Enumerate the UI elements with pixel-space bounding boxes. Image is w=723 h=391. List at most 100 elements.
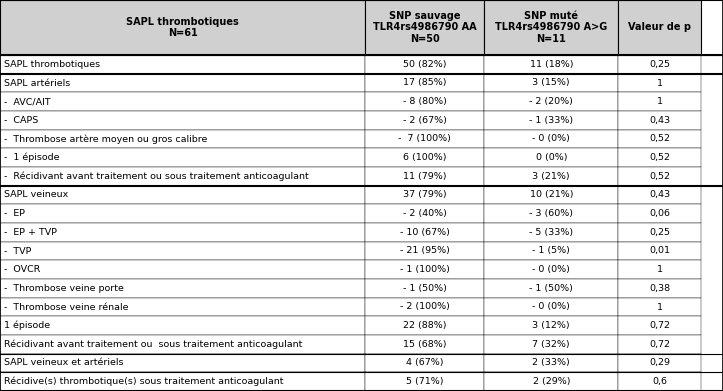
Bar — [365, 111, 484, 130]
Text: -  Thrombose artère moyen ou gros calibre: - Thrombose artère moyen ou gros calibre — [4, 134, 208, 144]
Bar — [0, 354, 365, 372]
Bar — [618, 74, 701, 92]
Bar — [618, 223, 701, 242]
Bar — [484, 335, 618, 354]
Bar — [365, 74, 484, 92]
Bar — [484, 279, 618, 298]
Text: 1: 1 — [656, 79, 663, 88]
Text: SAPL thrombotiques
N=61: SAPL thrombotiques N=61 — [127, 17, 239, 38]
Text: 0,72: 0,72 — [649, 340, 670, 349]
Text: 0,52: 0,52 — [649, 153, 670, 162]
Text: 2 (33%): 2 (33%) — [532, 359, 570, 368]
Bar — [618, 148, 701, 167]
Bar — [0, 148, 365, 167]
Text: - 2 (20%): - 2 (20%) — [529, 97, 573, 106]
Text: - 21 (95%): - 21 (95%) — [400, 246, 450, 255]
Bar — [484, 111, 618, 130]
Bar — [0, 372, 365, 391]
Bar — [365, 167, 484, 186]
Bar — [0, 167, 365, 186]
Text: -  CAPS: - CAPS — [4, 116, 38, 125]
Bar — [365, 223, 484, 242]
Text: 3 (12%): 3 (12%) — [532, 321, 570, 330]
Bar — [0, 92, 365, 111]
Text: 0,06: 0,06 — [649, 209, 670, 218]
Bar — [484, 316, 618, 335]
Bar — [618, 167, 701, 186]
Text: SAPL thrombotiques: SAPL thrombotiques — [4, 60, 100, 69]
Bar — [0, 316, 365, 335]
Bar — [0, 335, 365, 354]
Bar — [618, 204, 701, 223]
Bar — [618, 298, 701, 316]
Text: 3 (15%): 3 (15%) — [532, 79, 570, 88]
Text: 4 (67%): 4 (67%) — [406, 359, 443, 368]
Text: - 3 (60%): - 3 (60%) — [529, 209, 573, 218]
Bar — [365, 148, 484, 167]
Text: - 1 (50%): - 1 (50%) — [403, 284, 447, 293]
Bar — [484, 74, 618, 92]
Text: - 1 (50%): - 1 (50%) — [529, 284, 573, 293]
Bar — [618, 186, 701, 204]
Text: - 1 (33%): - 1 (33%) — [529, 116, 573, 125]
Bar — [0, 260, 365, 279]
Bar — [618, 354, 701, 372]
Bar — [365, 372, 484, 391]
Bar — [618, 130, 701, 148]
Bar — [0, 130, 365, 148]
Bar — [484, 223, 618, 242]
Bar — [365, 204, 484, 223]
Text: 7 (32%): 7 (32%) — [532, 340, 570, 349]
Text: Récidive(s) thrombotique(s) sous traitement anticoagulant: Récidive(s) thrombotique(s) sous traitem… — [4, 377, 284, 386]
Text: SNP muté
TLR4rs4986790 A>G
N=11: SNP muté TLR4rs4986790 A>G N=11 — [495, 11, 607, 44]
Bar — [484, 186, 618, 204]
Bar — [484, 298, 618, 316]
Bar — [365, 354, 484, 372]
Text: 0,25: 0,25 — [649, 60, 670, 69]
Bar — [618, 55, 701, 74]
Text: - 5 (33%): - 5 (33%) — [529, 228, 573, 237]
Bar — [618, 111, 701, 130]
Text: -  EP: - EP — [4, 209, 25, 218]
Bar — [618, 242, 701, 260]
Bar — [484, 242, 618, 260]
Text: -  Thrombose veine porte: - Thrombose veine porte — [4, 284, 124, 293]
Text: - 1 (5%): - 1 (5%) — [532, 246, 570, 255]
Text: 0,52: 0,52 — [649, 135, 670, 143]
Text: 37 (79%): 37 (79%) — [403, 190, 447, 199]
Bar — [0, 111, 365, 130]
Bar — [365, 298, 484, 316]
Bar — [618, 316, 701, 335]
Bar — [0, 223, 365, 242]
Text: 17 (85%): 17 (85%) — [403, 79, 447, 88]
Bar — [484, 148, 618, 167]
Text: - 8 (80%): - 8 (80%) — [403, 97, 447, 106]
Text: 10 (21%): 10 (21%) — [529, 190, 573, 199]
Text: -  EP + TVP: - EP + TVP — [4, 228, 57, 237]
Text: 1: 1 — [656, 265, 663, 274]
Text: - 0 (0%): - 0 (0%) — [532, 265, 570, 274]
Text: -  1 épisode: - 1 épisode — [4, 153, 60, 162]
Bar — [484, 92, 618, 111]
Bar — [365, 279, 484, 298]
Text: 1: 1 — [656, 303, 663, 312]
Text: SNP sauvage
TLR4rs4986790 AA
N=50: SNP sauvage TLR4rs4986790 AA N=50 — [373, 11, 476, 44]
Text: 0,6: 0,6 — [652, 377, 667, 386]
Text: 50 (82%): 50 (82%) — [403, 60, 447, 69]
Bar — [0, 298, 365, 316]
Text: -  7 (100%): - 7 (100%) — [398, 135, 451, 143]
Text: -  TVP: - TVP — [4, 246, 32, 255]
Bar — [0, 242, 365, 260]
Bar — [484, 354, 618, 372]
Bar — [618, 279, 701, 298]
Text: - 10 (67%): - 10 (67%) — [400, 228, 450, 237]
Text: 0,29: 0,29 — [649, 359, 670, 368]
Text: -  AVC/AIT: - AVC/AIT — [4, 97, 51, 106]
Bar — [484, 167, 618, 186]
Text: 6 (100%): 6 (100%) — [403, 153, 447, 162]
Bar — [484, 55, 618, 74]
Text: -  Récidivant avant traitement ou sous traitement anticoagulant: - Récidivant avant traitement ou sous tr… — [4, 172, 309, 181]
Text: - 2 (67%): - 2 (67%) — [403, 116, 447, 125]
Bar — [365, 92, 484, 111]
Text: 15 (68%): 15 (68%) — [403, 340, 447, 349]
